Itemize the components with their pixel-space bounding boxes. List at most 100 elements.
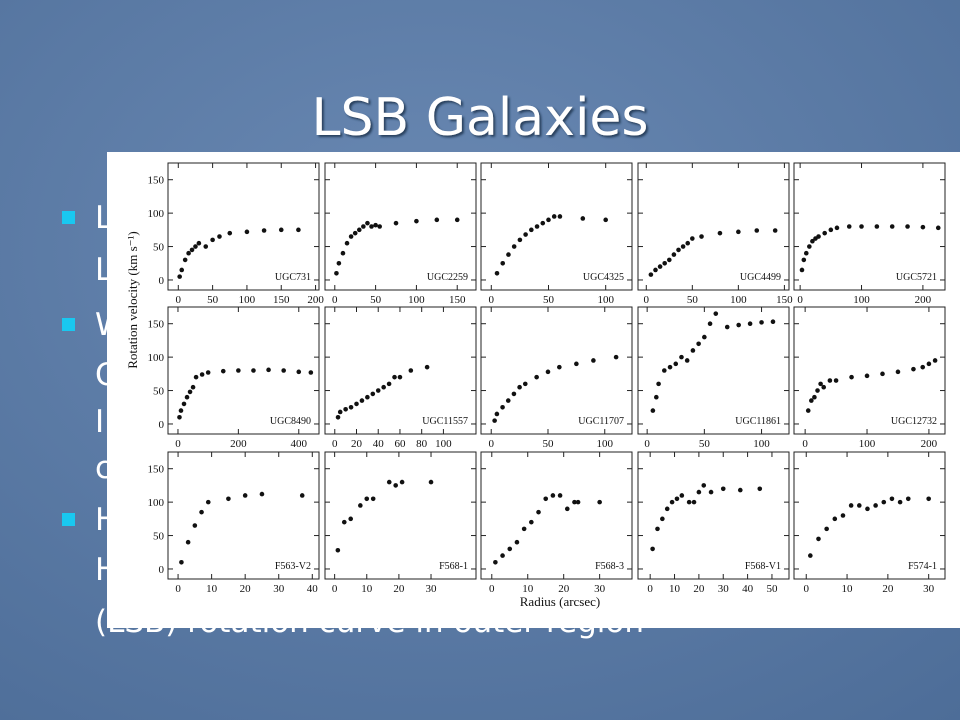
data-point [177, 414, 182, 420]
data-point [662, 368, 667, 373]
data-point [655, 526, 660, 532]
data-point [335, 547, 341, 553]
data-point [673, 361, 679, 367]
data-point [653, 267, 658, 273]
x-tick-label: 0 [175, 583, 181, 595]
x-tick-label: 100 [597, 438, 614, 450]
data-point [676, 247, 681, 253]
data-point [344, 240, 350, 246]
data-point [846, 224, 852, 229]
y-tick-label: 100 [148, 352, 165, 364]
data-point [393, 220, 399, 226]
data-point [667, 257, 672, 263]
data-point [348, 516, 354, 522]
panel-label: F568-3 [595, 561, 624, 572]
data-point [724, 324, 730, 330]
data-point [770, 319, 776, 325]
data-point [707, 321, 713, 327]
data-point [895, 369, 901, 375]
data-point [337, 409, 343, 415]
data-point [920, 364, 926, 370]
x-tick-label: 0 [175, 438, 181, 450]
panel-frame [167, 306, 320, 435]
data-point [190, 384, 196, 390]
x-tick-label: 20 [351, 438, 363, 450]
panel-frame [167, 162, 320, 291]
x-tick-label: 100 [239, 294, 256, 306]
panel-label: UGC11707 [578, 416, 624, 427]
data-point [856, 503, 862, 508]
figure: Radius (arcsec) Rotation velocity (km s⁻… [107, 152, 960, 628]
data-point [540, 220, 546, 226]
figure-background [107, 152, 960, 628]
data-point [833, 378, 839, 383]
x-tick-label: 100 [408, 294, 425, 306]
data-point [679, 493, 685, 498]
data-point [664, 506, 670, 512]
data-point [828, 227, 834, 233]
x-tick-label: 0 [802, 438, 808, 450]
data-point [335, 414, 341, 420]
data-point [365, 394, 370, 400]
x-tick-label: 200 [921, 438, 938, 450]
data-point [386, 381, 392, 387]
data-point [543, 496, 549, 502]
x-tick-label: 30 [718, 583, 730, 595]
x-tick-label: 10 [206, 583, 218, 595]
data-point [848, 503, 854, 508]
data-point [392, 374, 397, 380]
data-point [650, 408, 656, 413]
panel-frame [637, 451, 790, 580]
data-point [354, 401, 359, 407]
panel-frame [793, 451, 946, 580]
y-tick-label: 50 [153, 386, 165, 398]
data-point [358, 503, 363, 508]
panel-frame [793, 306, 946, 435]
data-point [514, 539, 520, 545]
data-point [736, 229, 741, 235]
data-point [356, 227, 362, 233]
panel-label: UGC11861 [735, 416, 781, 427]
data-point [534, 224, 540, 229]
data-point [348, 404, 354, 410]
x-tick-label: 0 [803, 583, 809, 595]
data-point [365, 220, 370, 226]
data-point [557, 214, 563, 219]
data-point [720, 486, 726, 492]
data-point [816, 234, 821, 239]
data-point [210, 237, 215, 243]
data-point [278, 227, 284, 233]
data-point [375, 388, 381, 393]
data-point [772, 228, 778, 233]
data-point [660, 516, 665, 522]
data-point [369, 224, 374, 229]
data-point [193, 374, 199, 380]
y-tick-label: 0 [159, 275, 165, 287]
data-point [494, 270, 500, 276]
x-tick-label: 10 [669, 583, 681, 595]
slide-title: LSB Galaxies [312, 88, 649, 148]
data-point [557, 493, 563, 498]
data-point [680, 244, 686, 249]
data-point [178, 408, 184, 413]
data-point [377, 224, 382, 229]
y-tick-label: 100 [148, 497, 165, 509]
data-point [181, 401, 187, 407]
data-point [308, 370, 314, 375]
data-point [517, 384, 522, 390]
x-tick-label: 30 [273, 583, 285, 595]
data-point [754, 228, 760, 233]
data-point [920, 224, 926, 230]
data-point [669, 499, 675, 505]
data-point [551, 214, 557, 219]
data-point [505, 398, 511, 403]
x-tick-label: 0 [332, 294, 338, 306]
y-axis-label: Rotation velocity (km s⁻¹) [125, 231, 140, 369]
data-point [822, 230, 827, 236]
data-point [874, 224, 880, 229]
data-point [699, 234, 704, 239]
panel-label: UGC5721 [896, 272, 937, 283]
data-point [196, 240, 202, 246]
data-point [859, 224, 864, 229]
